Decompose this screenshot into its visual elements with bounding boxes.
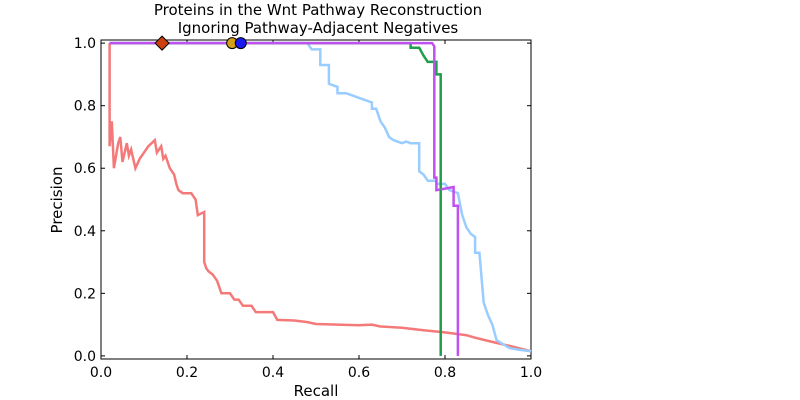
x-tick-label: 0.6 xyxy=(348,365,370,381)
y-tick-label: 0.0 xyxy=(74,349,96,365)
series-line-3 xyxy=(109,41,442,356)
plot-area: 0.0 0.2 0.4 0.6 0.8 1.0 0.0 0.2 0.4 0.6 0.8 1.0 xyxy=(74,35,542,381)
marker-circle-3 xyxy=(234,37,247,50)
series-line-2 xyxy=(109,41,532,353)
y-tick-label: 1.0 xyxy=(74,36,96,52)
y-tick-label: 0.6 xyxy=(74,161,96,177)
plot-frame xyxy=(100,39,532,360)
y-tick-label: 0.4 xyxy=(74,224,96,240)
y-tick-label: 0.8 xyxy=(74,99,96,115)
x-tick-label: 1.0 xyxy=(520,365,542,381)
marker-diamond xyxy=(154,35,170,51)
x-tick-label: 0.0 xyxy=(90,365,112,381)
series-line-1 xyxy=(108,43,532,353)
x-axis-label: Recall xyxy=(294,382,339,400)
series-line-4 xyxy=(109,41,460,356)
x-tick-label: 0.2 xyxy=(176,365,198,381)
y-axis-label: Precision xyxy=(48,167,66,234)
chart-title: Proteins in the Wnt Pathway Reconstructi… xyxy=(154,1,482,19)
x-tick-label: 0.8 xyxy=(434,365,456,381)
x-tick-label: 0.4 xyxy=(262,365,284,381)
y-tick-label: 0.2 xyxy=(74,286,96,302)
chart-subtitle: Ignoring Pathway-Adjacent Negatives xyxy=(178,19,459,37)
